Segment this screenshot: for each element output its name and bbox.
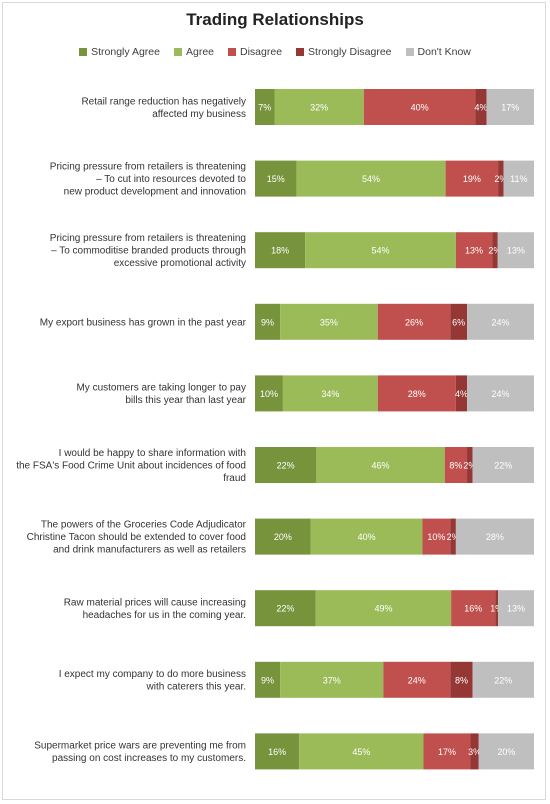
legend-item-don-t-know: Don't Know — [405, 46, 471, 58]
legend-item-strongly-disagree: Strongly Disagree — [296, 46, 392, 58]
legend-swatch — [296, 48, 305, 56]
legend-label: Strongly Agree — [91, 46, 160, 58]
legend-swatch — [405, 48, 414, 56]
chart-legend: Strongly Agree Agree Disagree Strongly Disa… — [0, 46, 550, 58]
legend-swatch — [79, 48, 88, 56]
legend-label: Disagree — [240, 46, 283, 58]
legend-label: Strongly Disagree — [308, 46, 392, 58]
legend-label: Don't Know — [417, 46, 471, 58]
chart-title: Trading Relationships — [186, 10, 364, 29]
legend-label: Agree — [185, 46, 215, 58]
legend-swatch — [173, 48, 182, 56]
legend-swatch — [228, 48, 237, 56]
legend-item-agree: Agree — [173, 46, 215, 58]
legend-item-strongly-agree: Strongly Agree — [79, 46, 160, 58]
legend-item-disagree: Disagree — [228, 46, 282, 58]
